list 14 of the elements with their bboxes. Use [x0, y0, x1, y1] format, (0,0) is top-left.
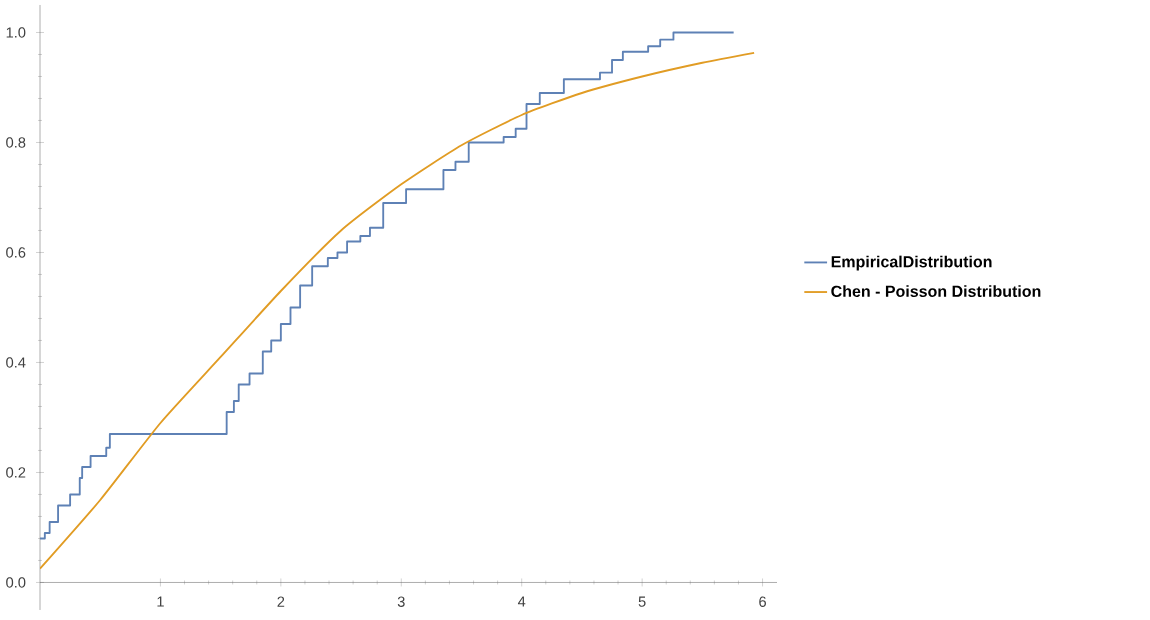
x-tick-label: 4 — [517, 596, 526, 607]
x-tick-label: 1 — [157, 596, 164, 607]
y-tick-label: 0.6 — [6, 247, 26, 258]
y-tick-label: 1.0 — [6, 27, 26, 38]
x-tick-label: 3 — [397, 596, 405, 607]
y-tick-label: 0.8 — [6, 137, 26, 148]
x-tick-label: 6 — [759, 596, 766, 607]
y-tick-label: 0.0 — [6, 577, 26, 588]
x-tick-label: 2 — [277, 596, 285, 607]
x-tick-label: 5 — [638, 596, 646, 607]
y-tick-label: 0.2 — [6, 467, 26, 478]
legend-label: Chen - Poisson Distribution — [831, 285, 1041, 297]
y-tick-label: 0.4 — [6, 357, 26, 368]
legend-label: EmpiricalDistribution — [831, 255, 992, 271]
